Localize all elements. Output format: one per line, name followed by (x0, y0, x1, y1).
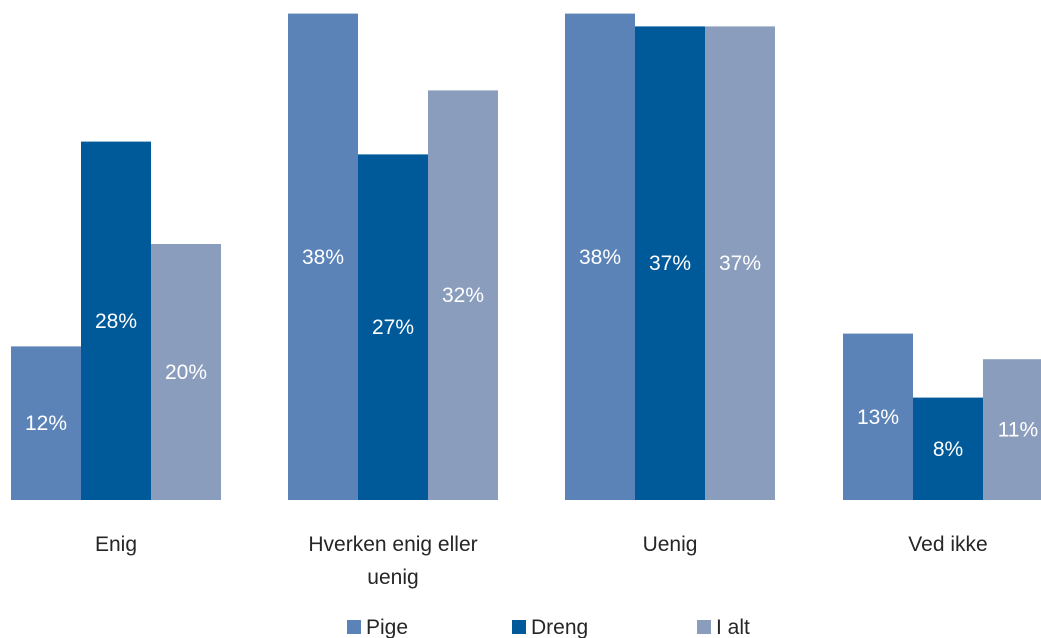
data-label: 37% (719, 252, 761, 275)
bar-pige-hverken-enig-eller-uenig (288, 13, 358, 500)
bar-dreng-ved-ikke (913, 397, 983, 500)
legend-label: Pige (366, 616, 408, 638)
bars-layer (11, 13, 1041, 501)
category-label: Uenig (643, 533, 698, 556)
data-label: 38% (302, 246, 344, 269)
value-labels-layer: 12% 28% 20% 38% 27% 32% 38% 37% 37% 13% 8% 11% (25, 246, 1038, 461)
legend: Pige Dreng I alt (347, 616, 750, 638)
data-label: 37% (649, 252, 691, 275)
data-label: 28% (95, 310, 137, 333)
bar-dreng-uenig (635, 26, 705, 501)
legend-swatch-dreng (512, 620, 526, 634)
category-label: Hverken enig eller uenig (308, 533, 477, 589)
bar-dreng-enig (81, 141, 151, 500)
legend-swatch-i-alt (697, 620, 711, 634)
legend-label: I alt (716, 616, 750, 638)
bar-dreng-hverken-enig-eller-uenig (358, 154, 428, 500)
data-label: 32% (442, 284, 484, 307)
category-labels-layer: Enig Hverken enig eller uenig Uenig Ved ikke (95, 533, 988, 589)
category-label: Enig (95, 533, 137, 556)
legend-swatch-pige (347, 620, 361, 634)
data-label: 8% (933, 438, 963, 461)
bar-pige-ved-ikke (843, 333, 913, 500)
bar-i-alt-uenig (705, 26, 775, 501)
data-label: 27% (372, 316, 414, 339)
bar-pige-uenig (565, 13, 635, 500)
bar-i-alt-enig (151, 244, 221, 500)
data-label: 38% (579, 246, 621, 269)
bar-i-alt-ved-ikke (983, 359, 1041, 500)
data-label: 12% (25, 412, 67, 435)
bar-pige-enig (11, 346, 81, 500)
data-label: 11% (998, 419, 1038, 442)
data-label: 13% (857, 406, 899, 429)
category-label: Ved ikke (908, 533, 987, 556)
data-label: 20% (165, 361, 207, 384)
bar-i-alt-hverken-enig-eller-uenig (428, 90, 498, 501)
legend-label: Dreng (531, 616, 588, 638)
